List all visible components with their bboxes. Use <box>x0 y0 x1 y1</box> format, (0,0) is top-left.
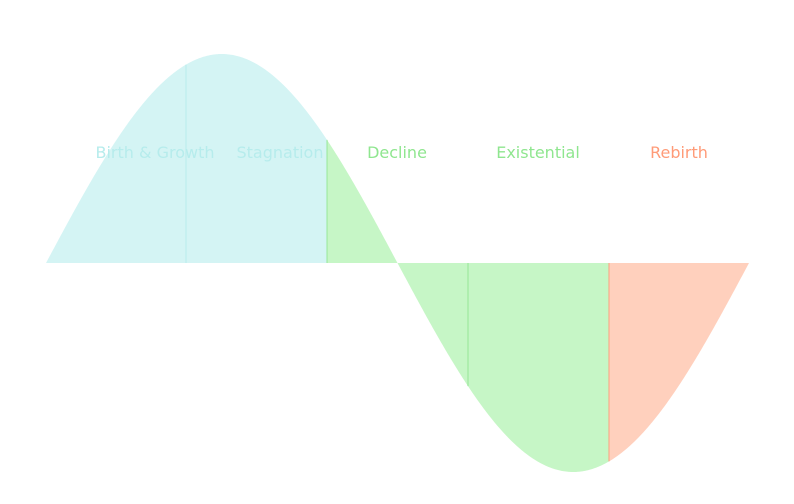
phase-dividers <box>185 64 610 462</box>
wave-fills <box>46 54 749 472</box>
phase-area-stagnation <box>186 54 327 263</box>
phase-label-decline: Decline <box>367 143 427 162</box>
phase-area-decline-1 <box>327 139 398 263</box>
phase-label-existential: Existential <box>496 143 580 162</box>
phase-area-decline-2 <box>397 263 468 387</box>
phase-label-birth-growth: Birth & Growth <box>96 143 215 162</box>
phase-area-birth-growth <box>46 64 186 263</box>
phase-label-rebirth: Rebirth <box>650 143 708 162</box>
phase-area-existential <box>468 263 609 472</box>
phase-label-stagnation: Stagnation <box>237 143 324 162</box>
phase-labels: Birth & Growth Stagnation Decline Existe… <box>96 143 708 162</box>
phase-area-rebirth <box>609 263 749 462</box>
